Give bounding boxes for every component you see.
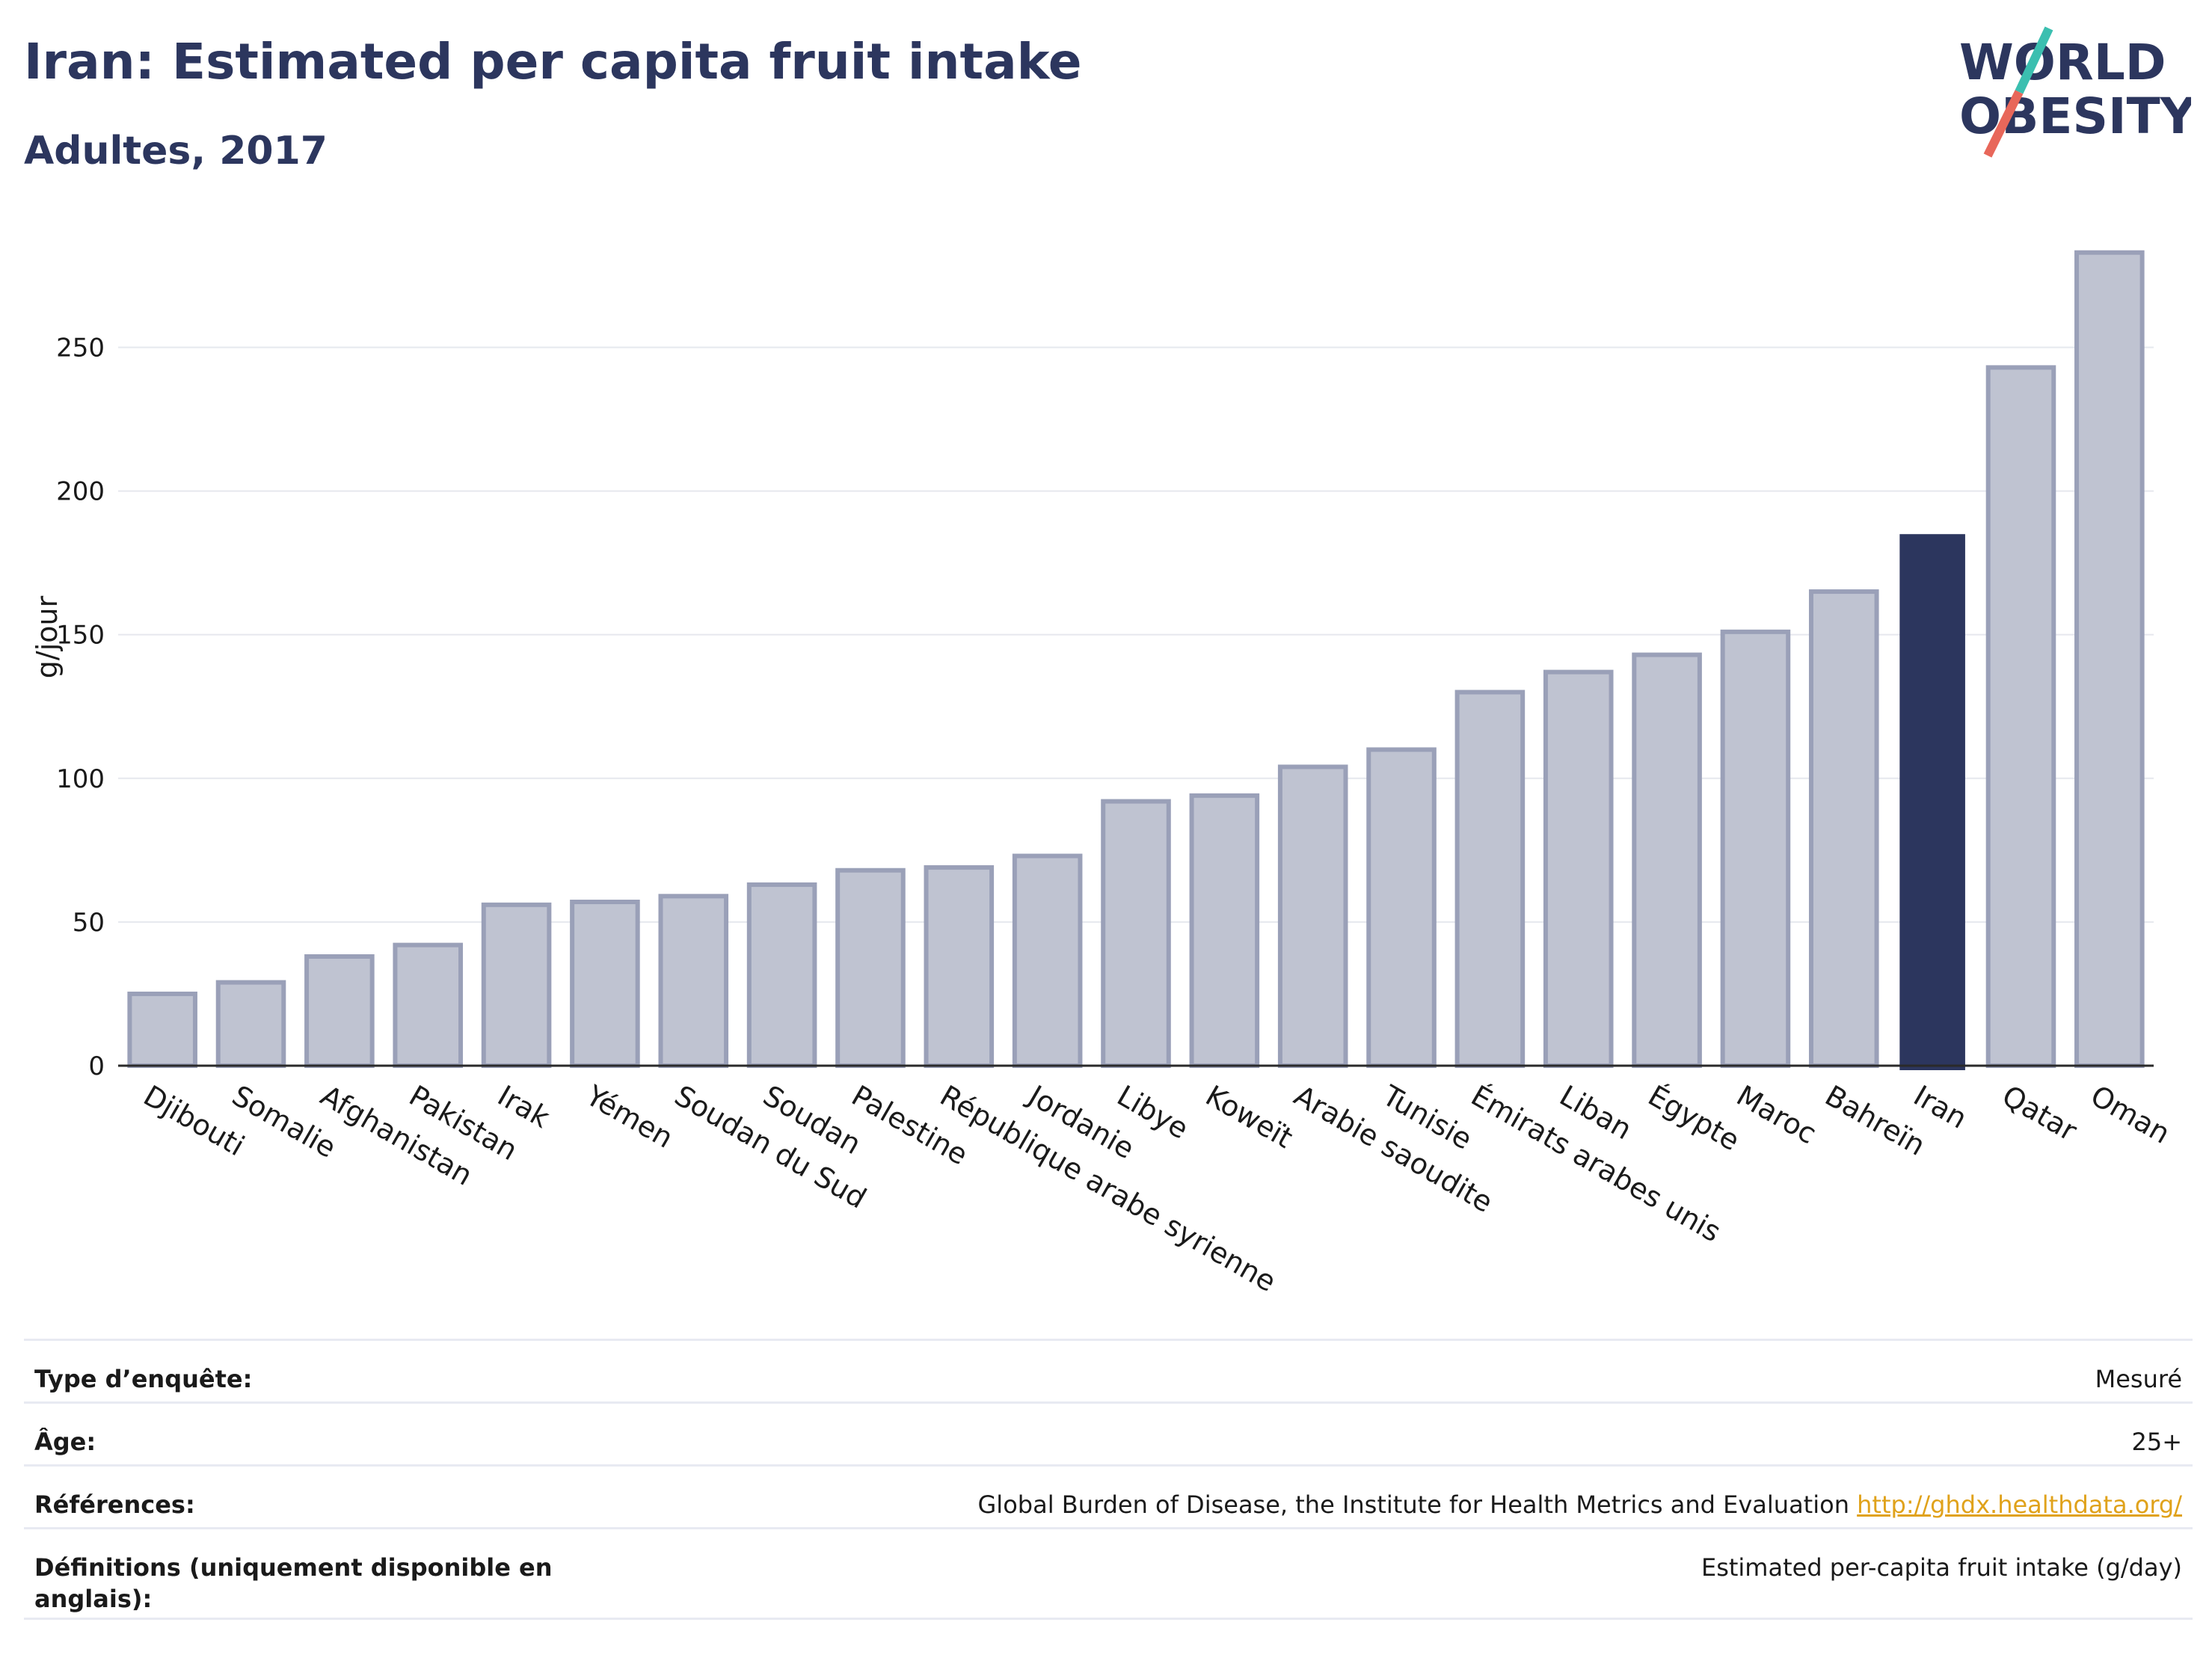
bar-afghanistan — [304, 954, 375, 1068]
bar-soudan — [746, 882, 817, 1069]
y-tick-label: 50 — [73, 908, 105, 938]
world-obesity-logo: WORLD OBESITY — [1959, 26, 2191, 158]
x-tick-label: Djibouti — [138, 1079, 251, 1163]
y-tick-label: 150 — [56, 621, 105, 651]
bar-palestine — [835, 868, 906, 1068]
bar-kowe-t — [1189, 793, 1260, 1069]
logo-slash-top — [2015, 26, 2053, 94]
x-tick-label: Maroc — [1731, 1079, 1822, 1151]
x-tick-label: Koweït — [1200, 1079, 1298, 1155]
x-tick-label: Bahreïn — [1819, 1079, 1931, 1162]
meta-key: Références: — [34, 1490, 195, 1519]
logo-slash-bottom — [1983, 90, 2024, 158]
metadata-table: Type d’enquête: Mesuré Âge: 25+ Référenc… — [24, 1339, 2193, 1620]
meta-value: Global Burden of Disease, the Institute … — [978, 1489, 2183, 1520]
meta-row-definitions: Définitions (uniquement disponible en an… — [24, 1527, 2193, 1620]
y-tick-label: 0 — [88, 1051, 105, 1081]
x-tick-label: Yémen — [580, 1078, 679, 1155]
bar-soudan-du-sud — [658, 894, 729, 1068]
bar-oman — [2074, 250, 2145, 1068]
meta-row-references: Références: Global Burden of Disease, th… — [24, 1464, 2193, 1527]
meta-row-survey-type: Type d’enquête: Mesuré — [24, 1339, 2193, 1401]
meta-value: Mesuré — [2095, 1365, 2182, 1393]
bar-r-publique-arabe-syrienne — [924, 865, 995, 1069]
logo-line-1: WORLD — [1959, 34, 2166, 91]
bar-y-men — [570, 900, 640, 1068]
bar-iran — [1899, 534, 1965, 1070]
chart-subtitle: Adultes, 2017 — [24, 129, 328, 174]
meta-key: Âge: — [34, 1428, 96, 1456]
bar-jordanie — [1012, 853, 1083, 1069]
chart-title: Iran: Estimated per capita fruit intake — [24, 33, 1082, 90]
bar-somalie — [215, 980, 286, 1069]
bar-bahre-n — [1808, 589, 1879, 1068]
meta-value: 25+ — [2131, 1428, 2182, 1456]
reference-link[interactable]: http://ghdx.healthdata.org/ — [1857, 1490, 2182, 1519]
bar-libye — [1101, 799, 1171, 1069]
y-tick-label: 200 — [56, 477, 105, 507]
reference-text: Global Burden of Disease, the Institute … — [977, 1490, 1849, 1519]
bar-chart: 050100150200250DjiboutiSomalieAfghanista… — [31, 250, 2175, 1298]
y-tick-label: 250 — [56, 333, 105, 363]
meta-row-age: Âge: 25+ — [24, 1401, 2193, 1464]
y-tick-label: 100 — [56, 764, 105, 794]
bar--gypte — [1632, 652, 1702, 1068]
bar-pakistan — [393, 942, 464, 1069]
bar-arabie-saoudite — [1277, 764, 1348, 1068]
meta-key: Définitions (uniquement disponible en an… — [34, 1553, 553, 1613]
bars — [127, 250, 2145, 1070]
bar-irak — [481, 902, 552, 1069]
bar-qatar — [1985, 365, 2056, 1068]
meta-key: Type d’enquête: — [34, 1365, 253, 1393]
x-tick-label: Oman — [2085, 1079, 2175, 1150]
bar-maroc — [1720, 629, 1791, 1068]
y-axis-label: g/jour — [31, 595, 64, 678]
bar-liban — [1543, 669, 1614, 1068]
bar-djibouti — [127, 991, 197, 1069]
x-tick-label: Égypte — [1643, 1079, 1745, 1158]
meta-value: Estimated per-capita fruit intake (g/day… — [1701, 1553, 2182, 1582]
bar--mirats-arabes-unis — [1454, 690, 1526, 1068]
x-tick-label: Qatar — [1997, 1079, 2083, 1148]
bar-tunisie — [1366, 747, 1437, 1068]
